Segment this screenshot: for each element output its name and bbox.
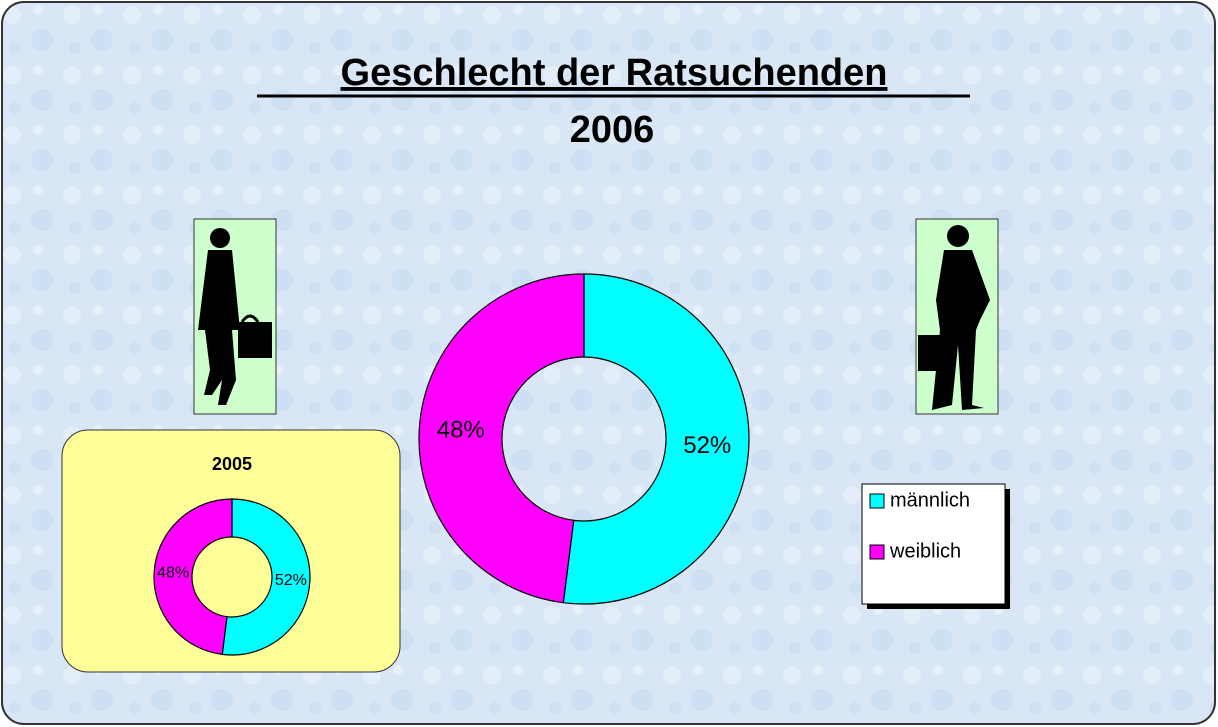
legend: männlich weiblich [862, 484, 1010, 609]
legend-label: weiblich [889, 540, 961, 562]
data-label: 48% [157, 565, 189, 582]
legend-label: männlich [890, 489, 970, 511]
man-icon [916, 219, 998, 414]
woman-icon [194, 219, 276, 414]
chart: Geschlecht der Ratsuchenden 2006 2005 mä… [0, 0, 1218, 727]
chart-title: Geschlecht der Ratsuchenden [341, 52, 888, 94]
chart-subtitle: 2006 [570, 109, 655, 151]
legend-swatch [870, 545, 884, 559]
inset-title: 2005 [212, 454, 252, 474]
page: Geschlecht der Ratsuchenden 2006 2005 mä… [0, 0, 1218, 727]
data-label: 52% [683, 432, 731, 459]
data-label: 52% [275, 572, 307, 589]
data-label: 48% [437, 417, 485, 444]
legend-swatch [870, 494, 884, 508]
